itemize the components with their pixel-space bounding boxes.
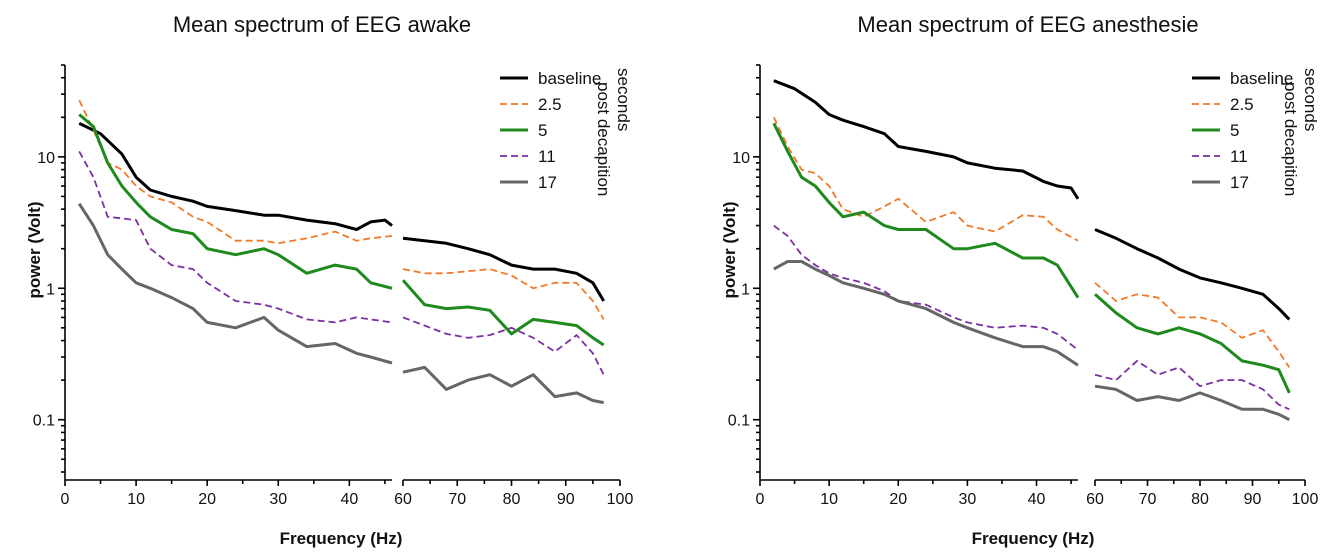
series-line-baseline (773, 79, 1080, 200)
y-axis-label: power (Volt) (25, 202, 44, 299)
x-tick-label: 70 (1139, 491, 1157, 508)
legend-label: 11 (1230, 147, 1248, 166)
y-tick-label: 0.1 (728, 413, 750, 430)
series-line-17 (77, 202, 393, 365)
x-tick-label: 0 (756, 491, 765, 508)
legend-title: seconds (614, 68, 633, 131)
series-line-5 (772, 122, 1080, 299)
legend-label: 5 (1230, 121, 1239, 140)
legend-title: post decapition (1281, 82, 1300, 196)
x-tick-label: 60 (394, 491, 412, 508)
x-tick-label: 90 (1244, 491, 1262, 508)
series-line-2-5 (772, 116, 1079, 242)
series-line-baseline (402, 236, 605, 302)
series-line-11 (773, 224, 1079, 351)
legend-label: baseline (1230, 69, 1293, 88)
series-line-17 (1094, 384, 1290, 422)
series-line-17 (773, 260, 1079, 367)
legend-title: post decapition (594, 82, 613, 196)
y-tick-label: 1 (46, 281, 55, 298)
y-tick-label: 1 (741, 281, 750, 298)
x-axis-label: Frequency (Hz) (280, 529, 403, 548)
x-tick-label: 0 (61, 491, 70, 508)
x-tick-label: 40 (340, 491, 358, 508)
x-tick-label: 80 (1191, 491, 1209, 508)
y-tick-label: 10 (37, 150, 55, 167)
series-line-2-5 (78, 99, 393, 245)
series-line-2-5 (1094, 282, 1291, 368)
legend-label: 11 (538, 147, 556, 166)
series-line-11 (1094, 359, 1290, 411)
legend-label: 2.5 (1230, 95, 1254, 114)
legend-label: 5 (538, 121, 547, 140)
legend-title: seconds (1301, 68, 1320, 131)
chart-awake: Mean spectrum of EEG awake power (Volt) … (25, 12, 633, 548)
series-line-17 (402, 365, 604, 405)
series-line-baseline (1094, 228, 1291, 321)
chart-title: Mean spectrum of EEG awake (173, 12, 471, 37)
x-tick-label: 100 (607, 491, 634, 508)
y-axis-label: power (Volt) (720, 202, 739, 299)
x-tick-label: 60 (1086, 491, 1104, 508)
x-axis-label: Frequency (Hz) (972, 529, 1095, 548)
series-line-5 (401, 279, 605, 347)
series-line-baseline (78, 121, 393, 231)
x-tick-label: 100 (1292, 491, 1319, 508)
series-line-5 (1094, 293, 1291, 394)
x-tick-label: 90 (557, 491, 575, 508)
x-tick-label: 40 (1028, 491, 1046, 508)
legend-label: 17 (538, 173, 557, 192)
x-tick-label: 10 (127, 491, 145, 508)
x-tick-label: 80 (503, 491, 521, 508)
legend-label: 17 (1230, 173, 1249, 192)
legend-label: baseline (538, 69, 601, 88)
legend-label: 2.5 (538, 95, 562, 114)
y-tick-label: 10 (732, 150, 750, 167)
y-tick-label: 0.1 (33, 413, 55, 430)
series-line-11 (78, 150, 393, 324)
x-tick-label: 20 (198, 491, 216, 508)
x-tick-label: 30 (958, 491, 976, 508)
chart-anesthesie: Mean spectrum of EEG anesthesie power (V… (720, 12, 1320, 548)
series-line-2-5 (402, 268, 605, 320)
series-line-5 (78, 113, 393, 290)
x-tick-label: 20 (889, 491, 907, 508)
x-tick-label: 30 (269, 491, 287, 508)
chart-title: Mean spectrum of EEG anesthesie (857, 12, 1198, 37)
x-tick-label: 10 (820, 491, 838, 508)
series-line-11 (402, 316, 605, 376)
x-tick-label: 70 (448, 491, 466, 508)
